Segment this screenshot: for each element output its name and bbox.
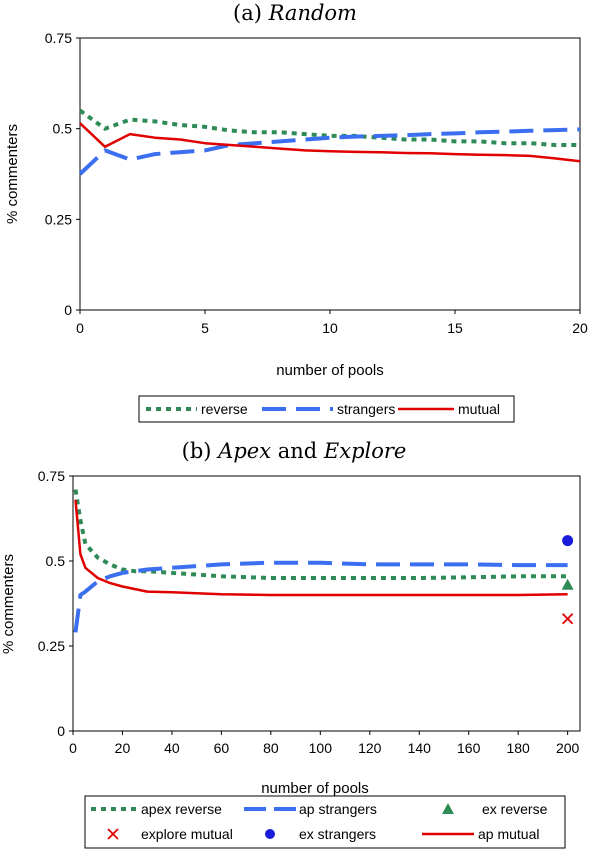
legend-random: reverse strangers mutual [138,395,515,423]
legend-label-ap-mutual: ap mutual [478,826,539,842]
y-tick-label: 0 [64,302,72,318]
plot-area-apex-explore [72,475,581,732]
y-tick-label: 0.75 [45,30,72,46]
x-tick-label: 20 [115,740,131,756]
y-tick-label: 0.5 [53,121,73,137]
x-tick-label: 5 [201,320,209,336]
series-ex-strangers-marker [562,535,574,547]
series-apex-reverse-line [73,489,568,580]
legend-label-ex-reverse: ex reverse [482,801,548,817]
chart-panel-random: (a) Random 0 0.25 0.5 0.75 0 5 10 15 20 % comme… [4,1,588,423]
legend-marker-explore-mutual [107,828,119,840]
y-tick-label: 0.25 [45,211,72,227]
x-axis-ticks: 0 5 10 15 20 [76,310,588,336]
x-tick-label: 100 [309,740,333,756]
x-tick-label: 140 [408,740,432,756]
series-ap-mutual-line [74,499,568,597]
x-tick-label: 60 [214,740,230,756]
legend-label-ex-strangers: ex strangers [299,826,376,842]
series-ex-reverse-marker [561,578,574,590]
series-ap-strangers-line [73,560,568,633]
x-axis-label: number of pools [261,780,369,797]
y-axis-ticks: 0 0.25 0.5 0.75 [38,468,73,739]
x-tick-label: 180 [506,740,530,756]
legend-label-mutual: mutual [458,401,500,417]
x-axis-ticks: 0 20 40 60 80 100 120 140 160 180 200 [69,731,580,756]
chart-title-random: (a) Random [233,1,357,25]
x-tick-label: 10 [322,320,338,336]
series-lines [73,489,574,633]
chart-title-apex-explore: (b) Apex and Explore [182,439,407,463]
y-axis-label: % commenters [0,554,17,654]
y-tick-label: 0 [57,723,65,739]
legend-marker-ex-strangers [265,829,275,839]
x-tick-label: 20 [572,320,588,336]
legend-label-explore-mutual: explore mutual [141,826,233,842]
legend-label-apex-reverse: apex reverse [141,801,222,817]
x-tick-label: 120 [358,740,382,756]
legend-label-ap-strangers: ap strangers [299,801,377,817]
x-tick-label: 0 [69,740,77,756]
x-tick-label: 80 [263,740,279,756]
legend-apex-explore: apex reverse ap strangers ex reverse exp… [84,795,566,849]
chart-panel-apex-explore: (b) Apex and Explore 0 0.25 0.5 0.75 0 20 40 6… [0,439,581,849]
series-strangers-line [78,127,581,176]
y-axis-label: % commenters [4,124,21,224]
x-tick-label: 40 [164,740,180,756]
series-lines [78,108,581,176]
legend-box [84,795,566,849]
x-tick-label: 0 [76,320,84,336]
series-explore-mutual-marker [561,613,574,625]
y-tick-label: 0.25 [38,638,65,654]
series-mutual-line [79,122,581,163]
y-axis-ticks: 0 0.25 0.5 0.75 [45,30,80,318]
legend-label-reverse: reverse [201,401,248,417]
x-tick-label: 15 [447,320,463,336]
y-tick-label: 0.5 [46,553,66,569]
x-axis-label: number of pools [276,362,384,379]
series-reverse-line [78,108,580,147]
x-tick-label: 160 [457,740,481,756]
legend-marker-ex-reverse [442,803,454,814]
y-tick-label: 0.75 [38,468,65,484]
legend-label-strangers: strangers [337,401,395,417]
plot-area-random [79,37,581,311]
x-tick-label: 200 [556,740,580,756]
